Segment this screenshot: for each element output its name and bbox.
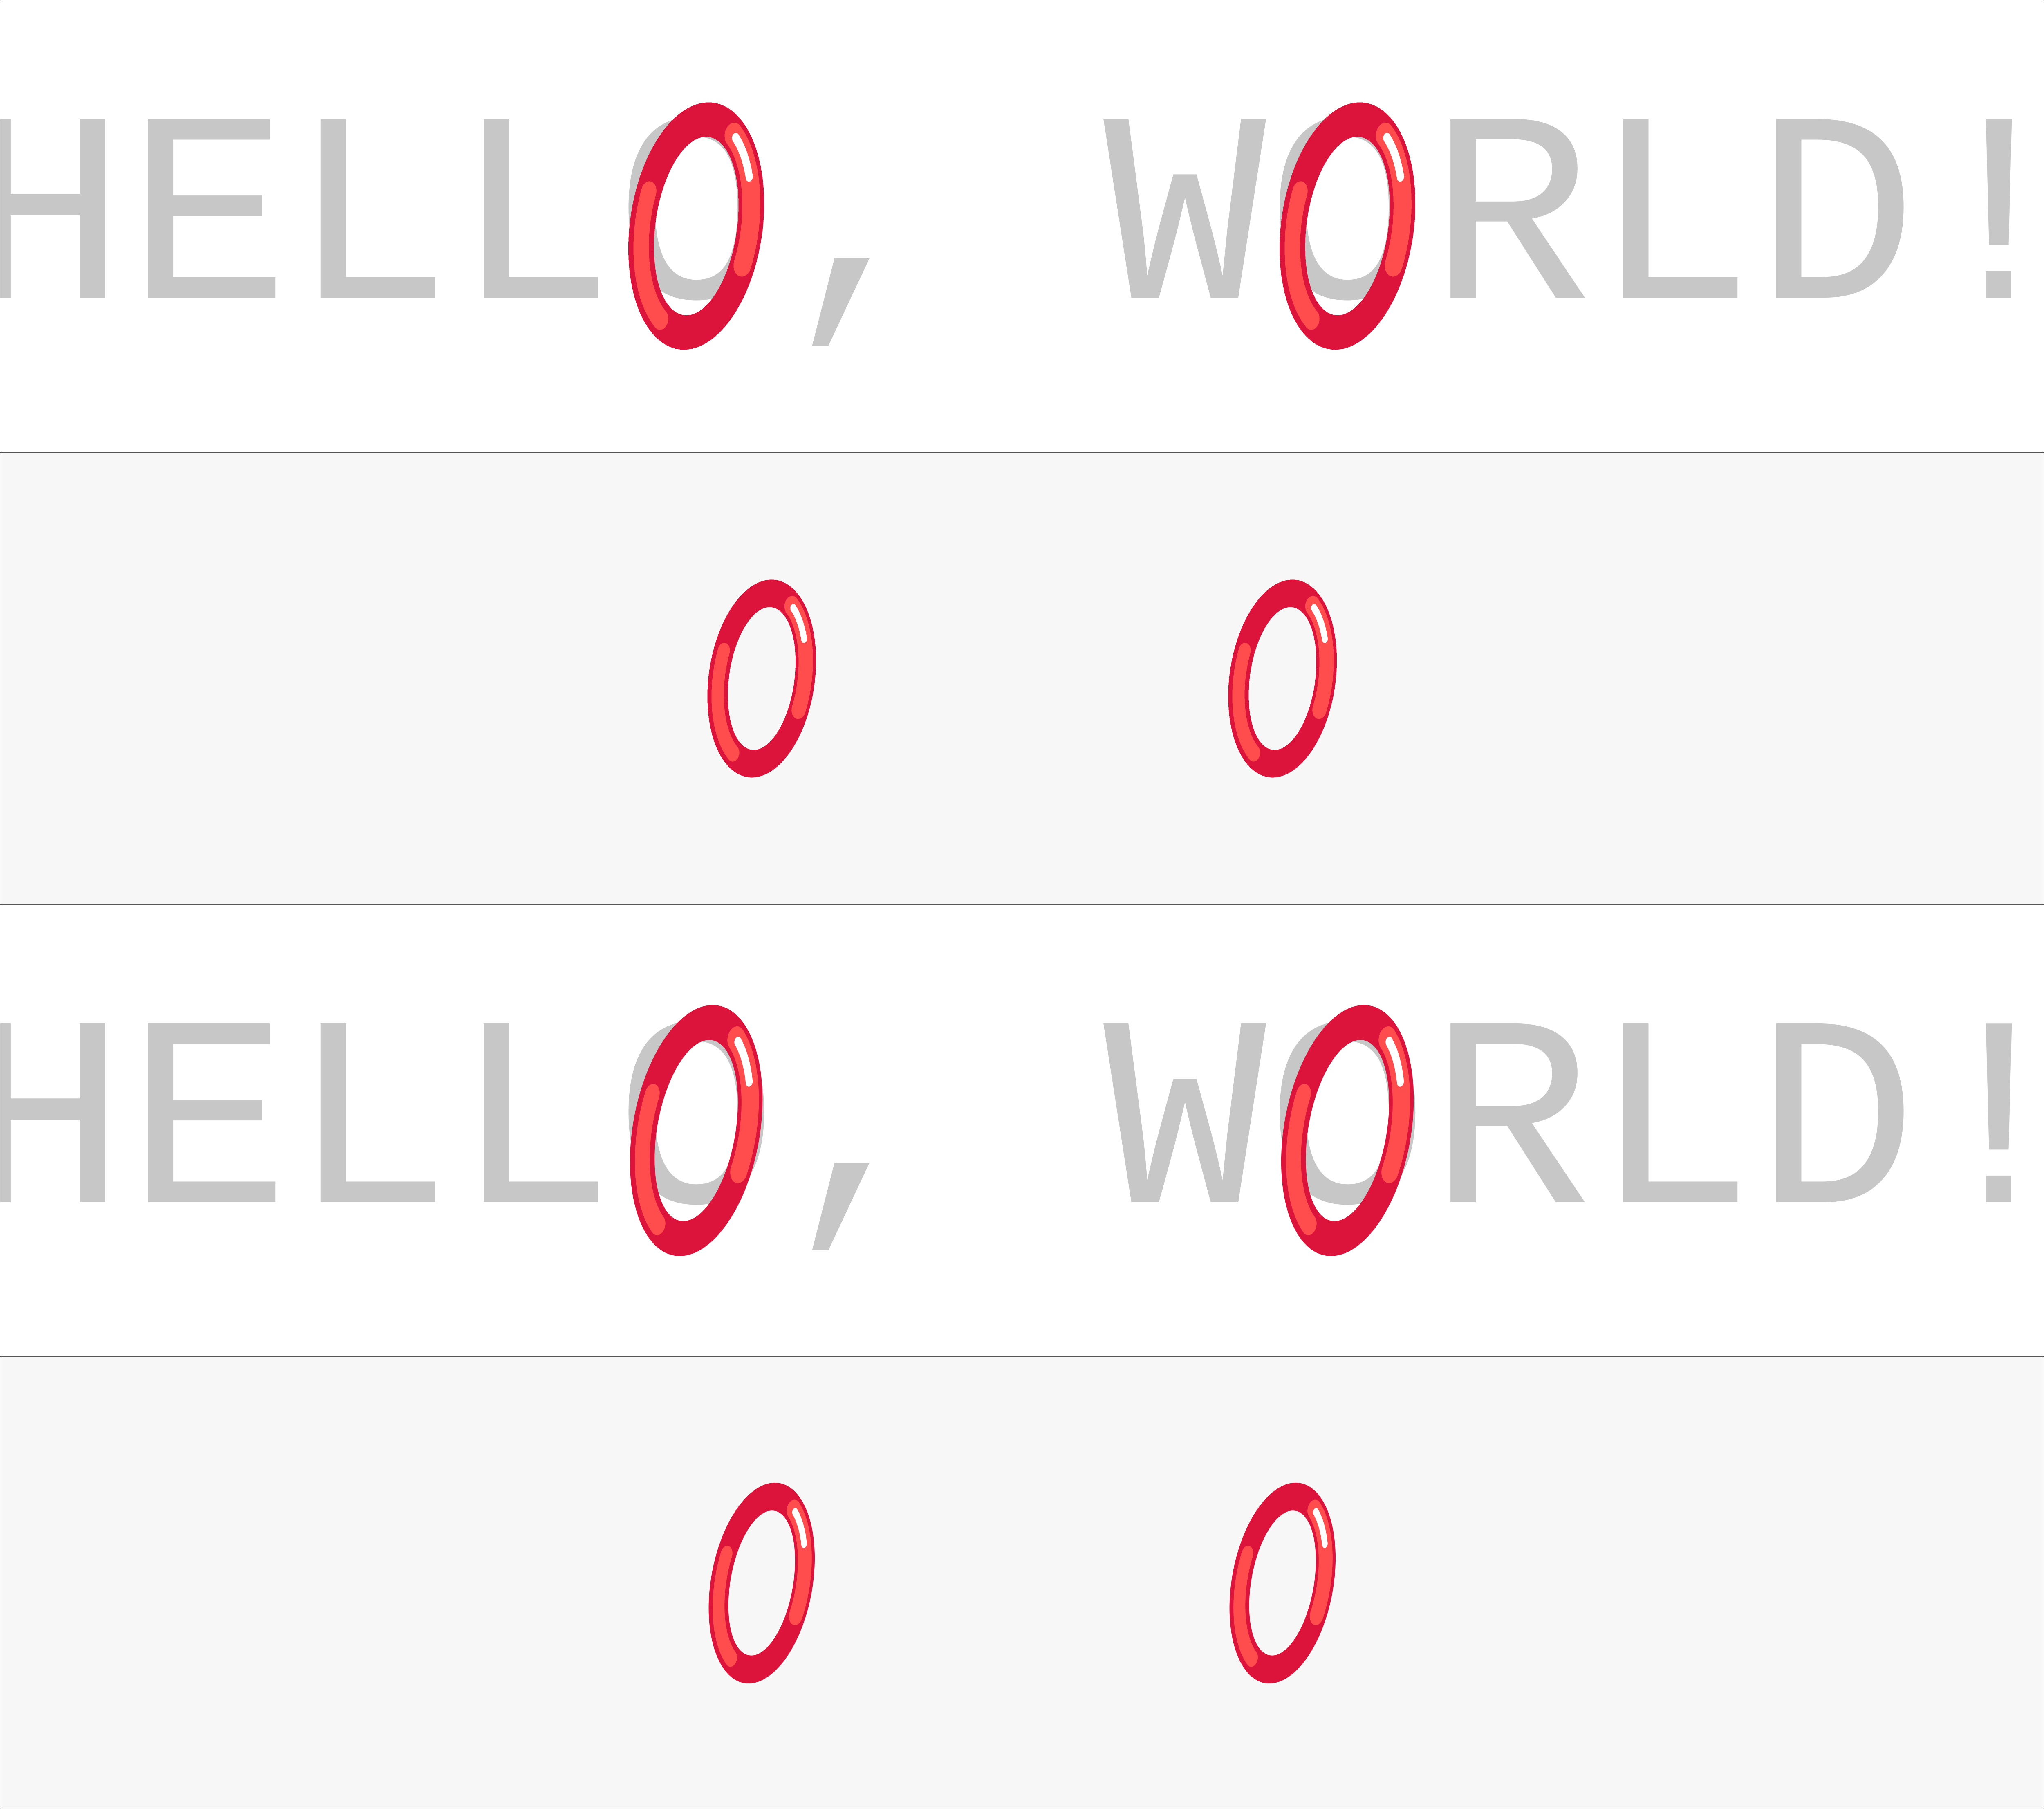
- char: H: [0, 995, 127, 1266]
- char: L: [452, 90, 615, 362]
- text-line: HELLO, WORLD!: [175, 1475, 1869, 1692]
- text-line: HELLO, WORLD!: [0, 90, 2044, 362]
- char: D: [1755, 995, 1917, 1266]
- char: L: [1592, 995, 1755, 1266]
- stylized-o-icon: [1206, 560, 1358, 797]
- char: [941, 90, 1103, 362]
- char: ,: [778, 90, 941, 362]
- highlight-o: O: [697, 570, 827, 787]
- char: W: [1103, 995, 1266, 1266]
- highlight-o: O: [1266, 90, 1429, 362]
- text-line: HELLO, WORLD!: [0, 995, 2044, 1266]
- highlight-o: O: [1217, 1475, 1348, 1692]
- highlight-o: O: [1266, 995, 1429, 1266]
- highlight-o: O: [697, 1475, 827, 1692]
- char: D: [1755, 90, 1917, 362]
- sample-row-4: HELLO, WORLD!: [0, 1357, 2044, 1809]
- sample-row-3: HELLO, WORLD!: [0, 904, 2044, 1357]
- text-line: HELLO, WORLD!: [175, 570, 1869, 787]
- char: ,: [778, 995, 941, 1266]
- highlight-o: O: [1217, 570, 1348, 787]
- char: !: [1917, 995, 2044, 1266]
- sample-row-1: HELLO, WORLD!: [0, 0, 2044, 452]
- char: L: [289, 995, 452, 1266]
- stylized-o-icon: [684, 1461, 839, 1704]
- stylized-o-icon: [1205, 1461, 1360, 1704]
- char: L: [452, 995, 615, 1266]
- char: E: [127, 995, 289, 1266]
- char: R: [1429, 90, 1592, 362]
- char: W: [1103, 90, 1266, 362]
- highlight-o: O: [615, 995, 778, 1266]
- char: !: [1917, 90, 2044, 362]
- char: L: [289, 90, 452, 362]
- char: H: [0, 90, 127, 362]
- char: L: [1592, 90, 1755, 362]
- sample-row-2: HELLO, WORLD!: [0, 452, 2044, 904]
- stylized-o-icon: [686, 560, 838, 797]
- char: E: [127, 90, 289, 362]
- char: R: [1429, 995, 1592, 1266]
- char: [941, 995, 1103, 1266]
- highlight-o: O: [615, 90, 778, 362]
